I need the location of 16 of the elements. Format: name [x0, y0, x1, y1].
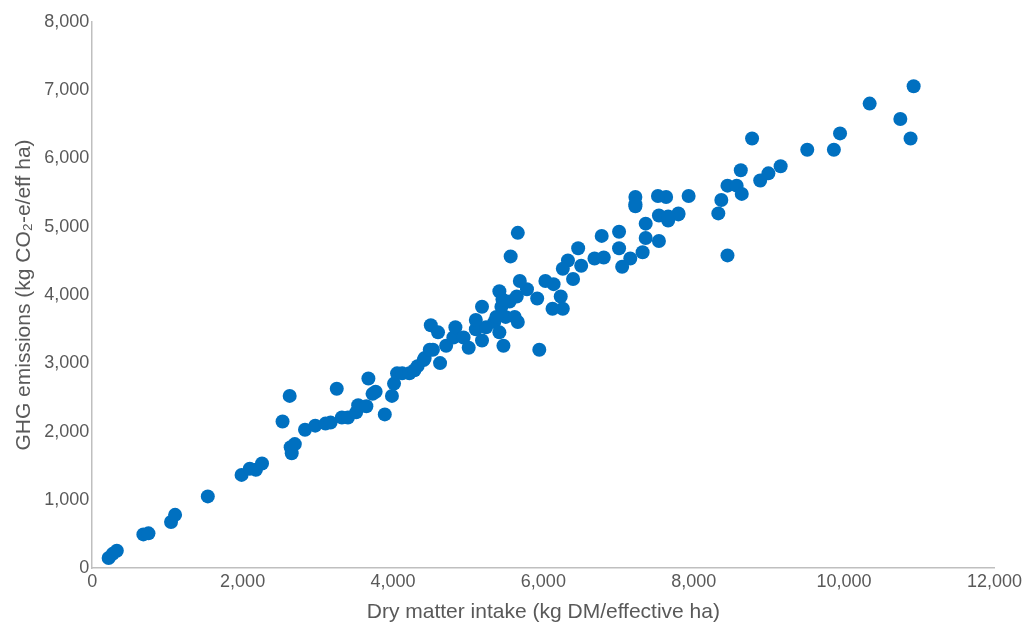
y-tick-label: 6,000 [44, 147, 90, 168]
x-tick-label: 10,000 [816, 570, 872, 591]
y-tick-label: 1,000 [44, 488, 90, 509]
x-tick-label: 2,000 [220, 570, 266, 591]
x-axis-title: Dry matter intake (kg DM/effective ha) [366, 599, 720, 623]
y-axis-title: GHG emissions (kg CO₂-e/eff ha) [11, 139, 35, 451]
x-tick-label: 6,000 [520, 570, 566, 591]
y-tick-label: 2,000 [44, 420, 90, 441]
y-tick-label: 4,000 [44, 283, 90, 304]
y-tick-label: 8,000 [44, 10, 90, 31]
x-tick-label: 4,000 [370, 570, 416, 591]
y-tick-label: 3,000 [44, 352, 90, 373]
x-tick-label: 12,000 [966, 570, 1022, 591]
y-tick-label: 5,000 [44, 215, 90, 236]
y-tick-label: 7,000 [44, 79, 90, 100]
x-tick-label: 8,000 [671, 570, 717, 591]
